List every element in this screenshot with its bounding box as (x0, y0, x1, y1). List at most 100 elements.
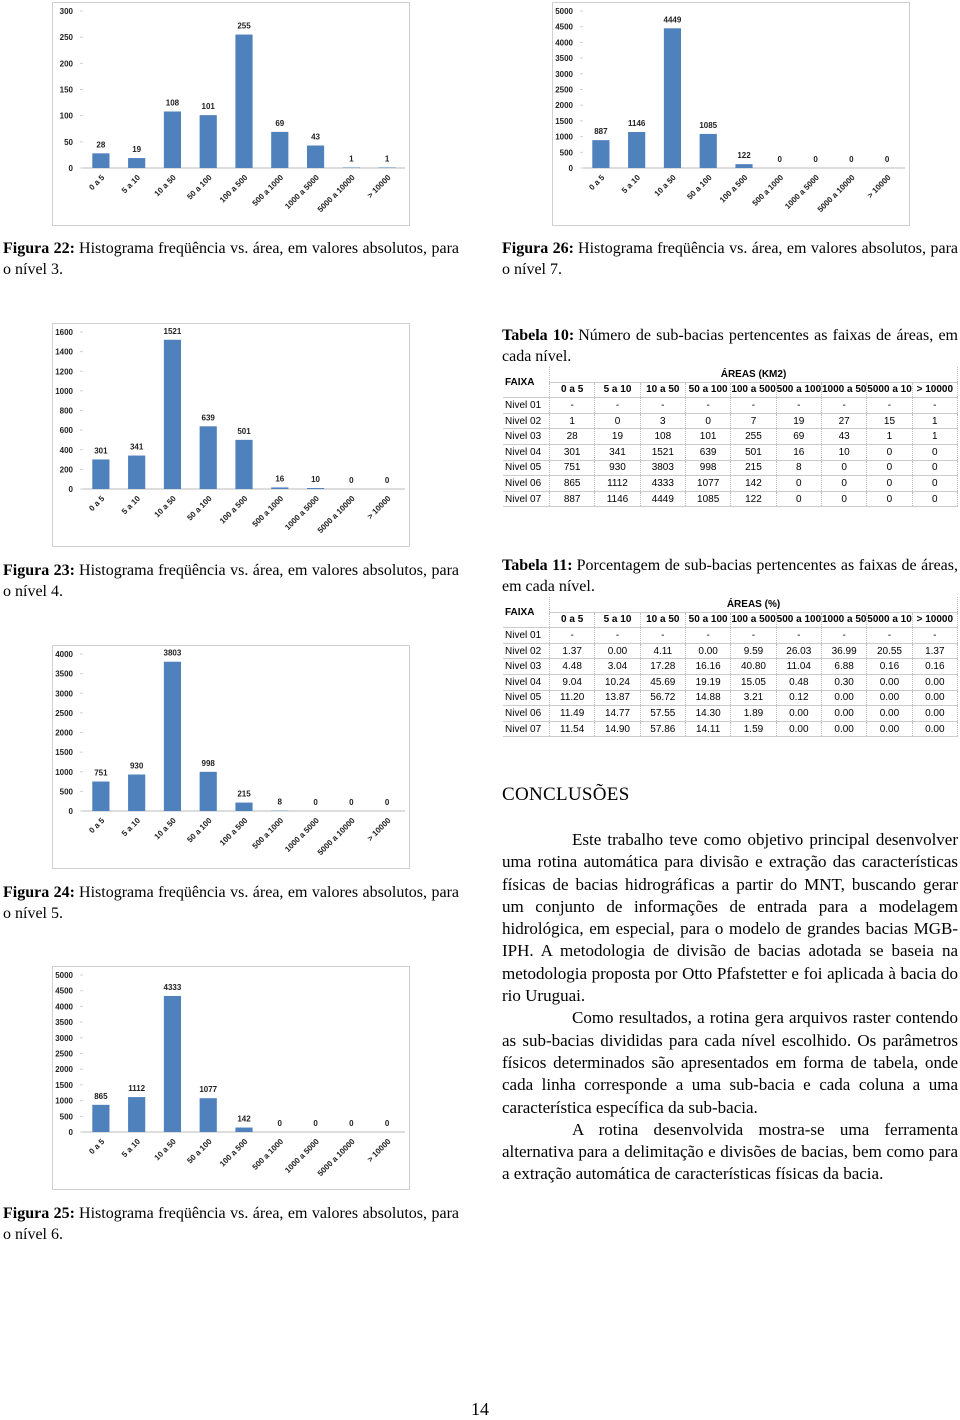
table-cell: - (731, 628, 776, 644)
x-tick-label: 0 a 5 (87, 1137, 106, 1156)
table-cell: 0.00 (867, 674, 912, 690)
data-label: 108 (166, 98, 180, 107)
data-label: 301 (94, 446, 108, 455)
table-cell: 1521 (640, 444, 685, 460)
x-tick-label: 1000 a 5000 (783, 173, 821, 211)
table-cell: 0.00 (867, 690, 912, 706)
table-cell: 0 (776, 491, 821, 507)
column-header: 10 a 50 (640, 612, 685, 628)
data-label: 0 (385, 798, 390, 807)
table-cell: 0 (912, 491, 957, 507)
table-cell: 341 (595, 444, 640, 460)
y-tick-label: 1000 (55, 768, 73, 777)
table-cell: 57.55 (640, 706, 685, 722)
paragraph: Como resultados, a rotina gera arquivos … (502, 1007, 958, 1118)
table-cell: 14.88 (685, 690, 730, 706)
caption-label: Figura 23: (3, 562, 75, 579)
data-label: 1146 (628, 119, 646, 128)
y-tick-label: 4500 (55, 987, 73, 996)
x-tick-label: 5 a 10 (120, 816, 142, 838)
data-label: 0 (385, 476, 390, 485)
x-tick-label: 5000 a 10000 (316, 494, 357, 535)
caption-label: Figura 26: (502, 240, 574, 257)
y-tick-label: 4500 (555, 23, 573, 32)
column-header: 1000 a 5000 (821, 612, 866, 628)
x-tick-label: 10 a 50 (153, 173, 179, 199)
table-cell: 0 (867, 444, 912, 460)
y-tick-label: 1500 (555, 117, 573, 126)
row-label: Nivel 06 (503, 706, 550, 722)
conclusions-text: Este trabalho teve como objetivo princip… (502, 829, 958, 1186)
table-cell: 639 (685, 444, 730, 460)
x-tick-label: 0 a 5 (87, 494, 106, 513)
data-label: 0 (385, 1119, 390, 1128)
y-tick-label: 50 (64, 138, 73, 147)
table-row: Nivel 01--------- (503, 398, 958, 414)
row-header: FAIXA (503, 367, 550, 398)
data-label: 4449 (664, 15, 682, 24)
bar (128, 456, 145, 489)
data-label: 4333 (164, 983, 182, 992)
table-cell: 215 (731, 460, 776, 476)
table-cell: 0.00 (595, 643, 640, 659)
table-cell: - (685, 398, 730, 414)
bar (235, 440, 252, 489)
table-cell: 0.00 (821, 721, 866, 737)
table-cell: 1 (867, 429, 912, 445)
data-label: 19 (132, 145, 141, 154)
y-tick-label: 1600 (55, 328, 73, 337)
bar-chart: 0500100015002000250030003500400045005000… (552, 2, 910, 226)
column-header: 5 a 10 (595, 612, 640, 628)
y-tick-label: 500 (60, 1112, 74, 1121)
table-cell: 3 (640, 413, 685, 429)
table-cell: 0 (867, 491, 912, 507)
bar (200, 772, 217, 811)
table-cell: 0.48 (776, 674, 821, 690)
data-label: 1521 (164, 327, 182, 336)
data-label: 1085 (699, 121, 717, 130)
table-cell: - (731, 398, 776, 414)
table-cell: - (821, 628, 866, 644)
table-caption: Tabela 11:Porcentagem de sub-bacias pert… (502, 555, 958, 597)
caption-label: Tabela 10: (502, 327, 574, 344)
figure-caption: Figura 25:Histograma freqüência vs. área… (3, 1203, 459, 1245)
table-cell: 142 (731, 476, 776, 492)
table-cell: 17.28 (640, 659, 685, 675)
x-tick-label: 500 a 1000 (251, 494, 286, 529)
x-tick-label: 0 a 5 (587, 173, 606, 192)
y-tick-label: 3500 (55, 670, 73, 679)
table-cell: 3803 (640, 460, 685, 476)
y-tick-label: 4000 (55, 1002, 73, 1011)
table-cell: 11.49 (550, 706, 595, 722)
data-label: 501 (237, 427, 251, 436)
x-tick-label: 100 a 500 (218, 1137, 250, 1169)
data-label: 1112 (128, 1084, 145, 1093)
column-header: > 10000 (912, 382, 957, 398)
table-cell: 0.00 (912, 690, 957, 706)
table-cell: 4333 (640, 476, 685, 492)
column-header: 0 a 5 (550, 612, 595, 628)
table-cell: 0 (912, 476, 957, 492)
table-cell: 20.55 (867, 643, 912, 659)
table-cell: 10 (821, 444, 866, 460)
column-header: 5000 a 10000 (867, 382, 912, 398)
table-row: Nivel 01--------- (503, 628, 958, 644)
table-cell: 40.80 (731, 659, 776, 675)
table-cell: 9.59 (731, 643, 776, 659)
table-cell: 865 (550, 476, 595, 492)
column-header: 50 a 100 (685, 382, 730, 398)
x-tick-label: 1000 a 5000 (283, 1137, 321, 1175)
bar (200, 115, 217, 168)
table-cell: 28 (550, 429, 595, 445)
table-cell: 15.05 (731, 674, 776, 690)
table-cell: - (912, 628, 957, 644)
table-cell: 8 (776, 460, 821, 476)
table-cell: 19 (595, 429, 640, 445)
column-header: 0 a 5 (550, 382, 595, 398)
x-tick-label: > 10000 (366, 173, 393, 200)
table-cell: 4.48 (550, 659, 595, 675)
column-header: 500 a 1000 (776, 612, 821, 628)
